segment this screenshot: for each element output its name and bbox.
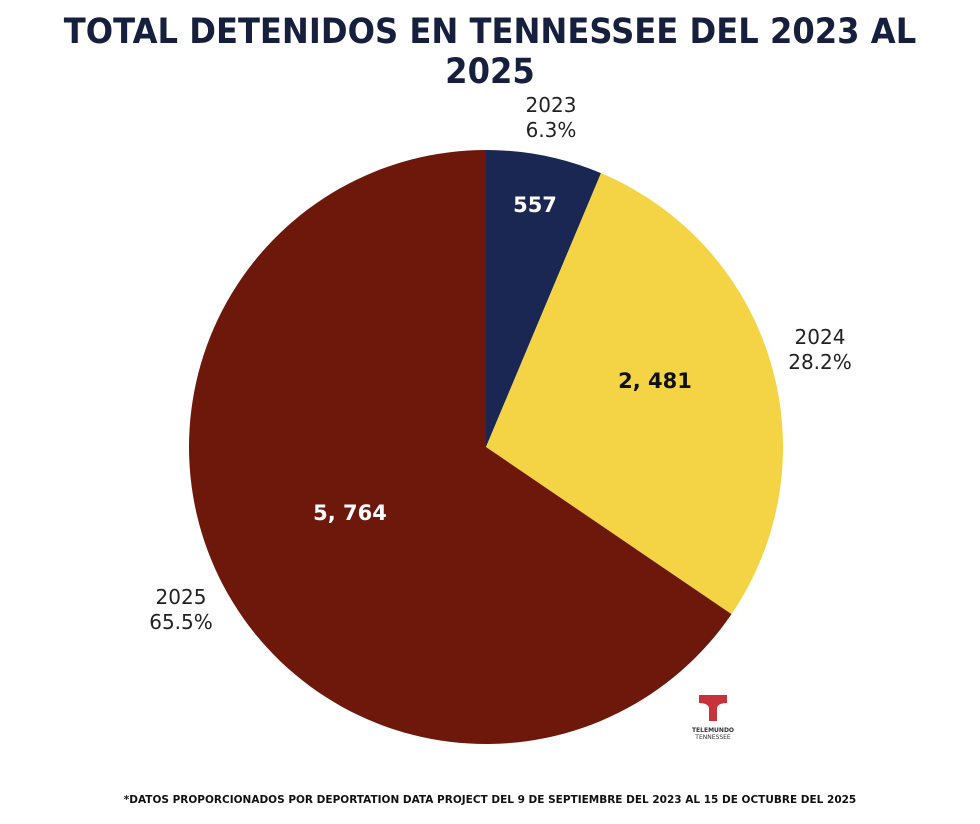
slice-category-label: 2024	[794, 325, 846, 349]
telemundo-t-icon	[699, 695, 727, 721]
slice-outer-label-2023: 2023 6.3%	[526, 93, 577, 143]
chart-title: TOTAL DETENIDOS EN TENNESSEE DEL 2023 AL…	[63, 12, 917, 92]
telemundo-tennessee-logo: TELEMUNDO TENNESSEE	[688, 694, 738, 741]
pie-slice-2023	[486, 150, 602, 447]
logo-line2: TENNESSEE	[695, 734, 731, 741]
slice-value-label-2024: 2, 481	[618, 369, 692, 393]
slice-percent-label: 65.5%	[149, 610, 213, 634]
footnote: *DATOS PROPORCIONADOS POR DEPORTATION DA…	[123, 794, 857, 806]
slice-percent-label: 6.3%	[525, 118, 577, 142]
slice-category-label: 2025	[155, 585, 207, 609]
slice-value-label-2023: 557	[513, 193, 557, 217]
pie-slice-2024	[486, 173, 783, 615]
slice-category-label: 2023	[525, 93, 577, 117]
slice-outer-label-2024: 2024 28.2%	[788, 325, 852, 375]
slice-percent-label: 28.2%	[788, 350, 852, 374]
slice-value-label-2025: 5, 764	[313, 501, 387, 525]
slice-outer-label-2025: 2025 65.5%	[149, 585, 213, 635]
pie-slice-2025	[188, 149, 732, 744]
logo-line1: TELEMUNDO	[691, 727, 735, 734]
